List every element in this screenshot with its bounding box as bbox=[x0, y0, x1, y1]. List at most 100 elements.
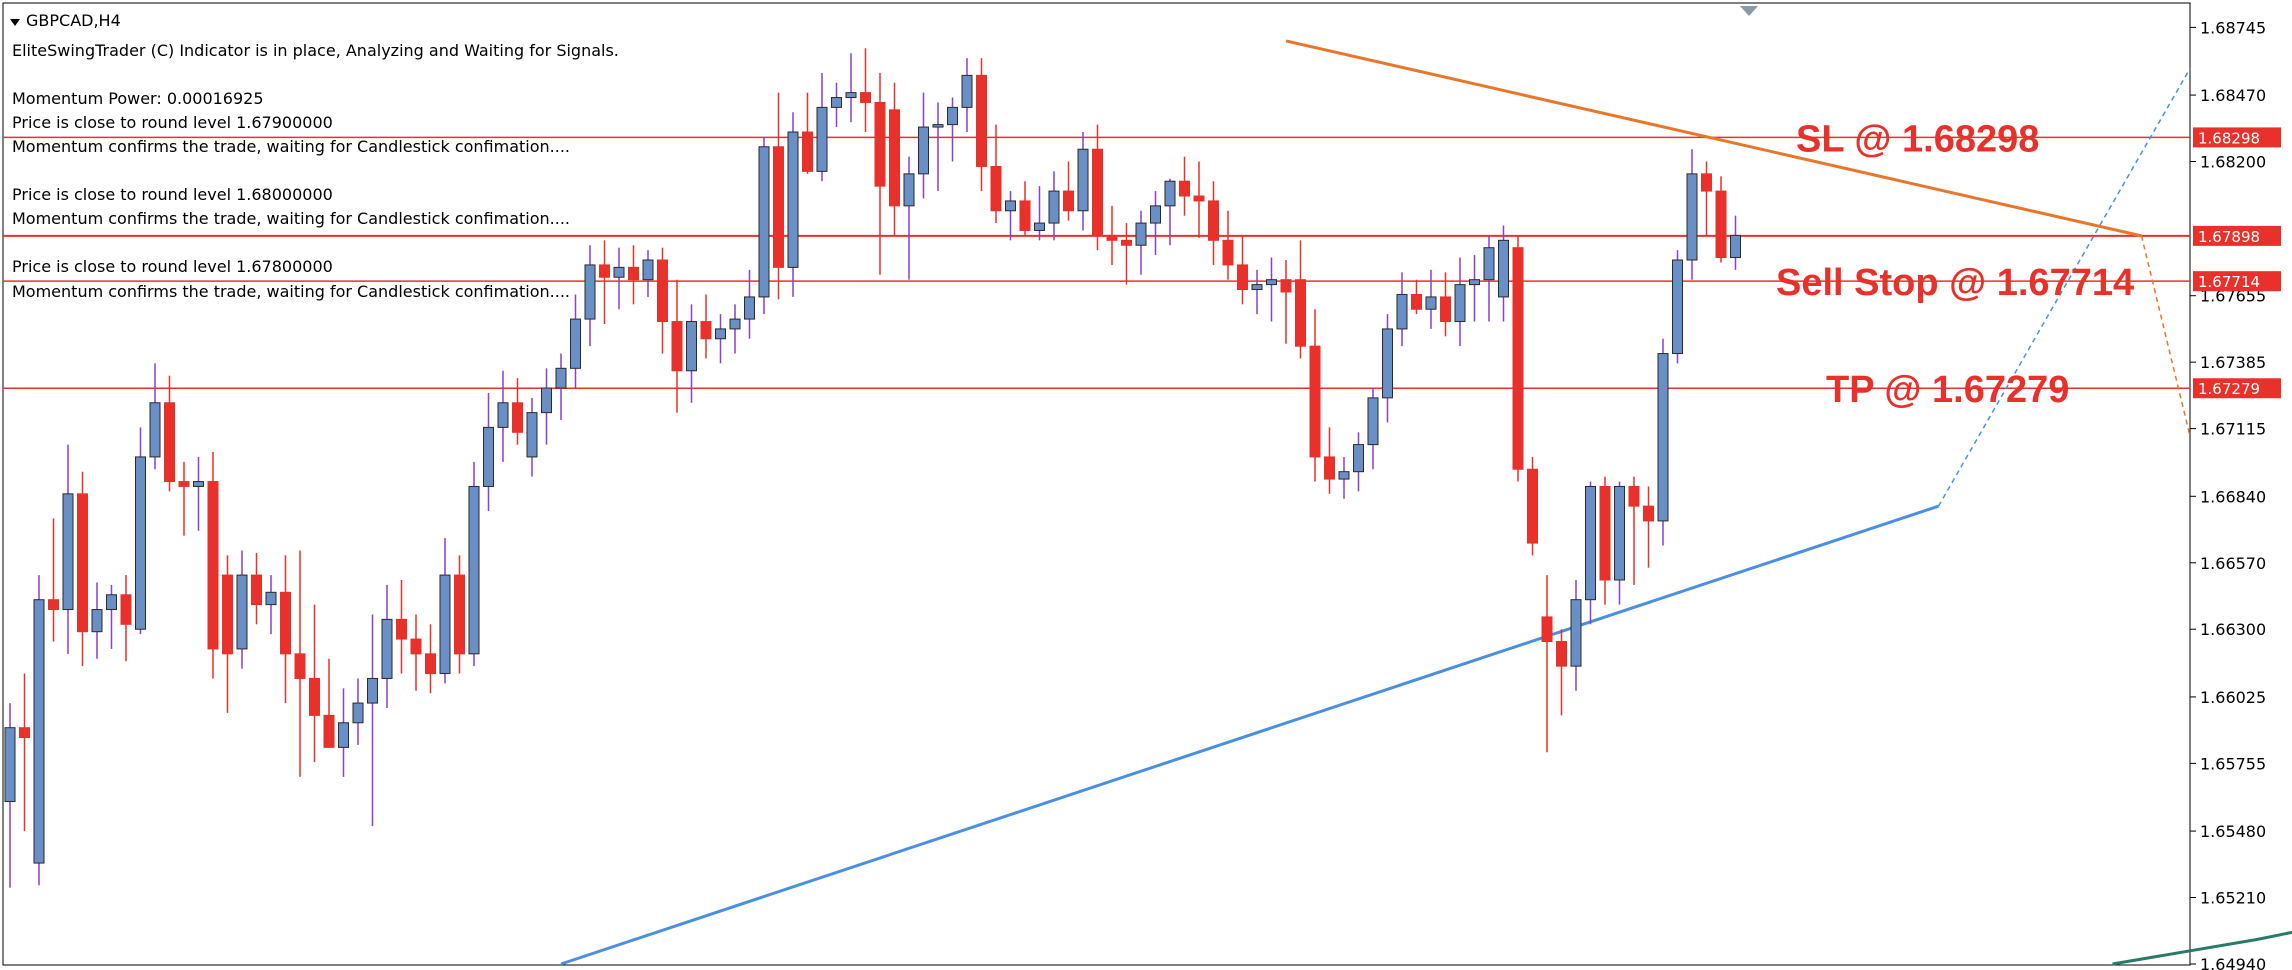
candle-90[interactable] bbox=[1309, 309, 1321, 482]
candle-46[interactable] bbox=[671, 279, 683, 413]
candle-49[interactable] bbox=[715, 314, 726, 364]
candle-31[interactable] bbox=[454, 555, 465, 674]
candle-3[interactable] bbox=[48, 518, 59, 642]
chart-shift-marker-icon[interactable] bbox=[1740, 6, 1758, 16]
candle-59[interactable] bbox=[860, 48, 871, 132]
candle-35[interactable] bbox=[512, 378, 523, 445]
candle-68[interactable] bbox=[990, 124, 1002, 224]
candle-107[interactable] bbox=[1556, 629, 1567, 716]
candle-25[interactable] bbox=[367, 614, 378, 827]
candle-47[interactable] bbox=[686, 304, 697, 403]
candle-16[interactable] bbox=[236, 550, 248, 669]
candle-5[interactable] bbox=[77, 471, 88, 667]
candle-112[interactable] bbox=[1628, 476, 1640, 585]
candle-2[interactable] bbox=[33, 575, 45, 886]
candle-65[interactable] bbox=[947, 97, 958, 162]
candle-88[interactable] bbox=[1280, 260, 1292, 344]
candle-36[interactable] bbox=[526, 397, 538, 477]
candle-108[interactable] bbox=[1570, 580, 1582, 691]
candle-1[interactable] bbox=[19, 673, 30, 832]
candle-60[interactable] bbox=[874, 72, 886, 275]
candle-6[interactable] bbox=[91, 582, 103, 659]
candle-23[interactable] bbox=[338, 688, 349, 777]
candle-76[interactable] bbox=[1106, 205, 1118, 265]
candle-69[interactable] bbox=[1005, 191, 1016, 241]
candle-29[interactable] bbox=[425, 624, 436, 694]
candle-67[interactable] bbox=[976, 58, 987, 192]
dropdown-triangle-icon[interactable] bbox=[10, 19, 20, 26]
candle-63[interactable] bbox=[918, 92, 929, 199]
candle-99[interactable] bbox=[1440, 272, 1451, 337]
candle-9[interactable] bbox=[135, 427, 146, 635]
candle-118[interactable] bbox=[1715, 176, 1727, 263]
candle-30[interactable] bbox=[439, 538, 451, 684]
candle-0[interactable] bbox=[4, 703, 16, 888]
candle-53[interactable] bbox=[773, 92, 784, 300]
resistance-trendline-extension[interactable] bbox=[2140, 235, 2191, 437]
candle-17[interactable] bbox=[251, 552, 262, 625]
candle-33[interactable] bbox=[483, 392, 494, 512]
candle-39[interactable] bbox=[570, 294, 581, 388]
candle-113[interactable] bbox=[1643, 486, 1654, 568]
candle-14[interactable] bbox=[207, 452, 219, 679]
candle-77[interactable] bbox=[1121, 223, 1132, 285]
candle-109[interactable] bbox=[1585, 481, 1596, 625]
candle-7[interactable] bbox=[106, 584, 117, 649]
candle-96[interactable] bbox=[1396, 272, 1408, 347]
candle-114[interactable] bbox=[1657, 338, 1669, 546]
candle-119[interactable] bbox=[1730, 215, 1741, 270]
candle-26[interactable] bbox=[381, 584, 393, 708]
candle-106[interactable] bbox=[1541, 575, 1553, 753]
support-trendline-extension[interactable] bbox=[1937, 68, 2191, 507]
candle-89[interactable] bbox=[1295, 240, 1306, 359]
candle-37[interactable] bbox=[541, 368, 552, 445]
candle-48[interactable] bbox=[700, 294, 712, 359]
candle-50[interactable] bbox=[729, 304, 741, 354]
candle-54[interactable] bbox=[787, 112, 799, 297]
candle-27[interactable] bbox=[396, 580, 407, 674]
candle-111[interactable] bbox=[1614, 481, 1625, 605]
candle-93[interactable] bbox=[1353, 432, 1364, 492]
candle-74[interactable] bbox=[1077, 132, 1089, 231]
candle-21[interactable] bbox=[309, 604, 320, 763]
candle-52[interactable] bbox=[758, 136, 770, 315]
candle-103[interactable] bbox=[1498, 225, 1509, 322]
candle-80[interactable] bbox=[1164, 178, 1176, 246]
candle-8[interactable] bbox=[120, 575, 132, 662]
candle-40[interactable] bbox=[584, 245, 596, 347]
candle-42[interactable] bbox=[613, 247, 625, 310]
candle-57[interactable] bbox=[831, 82, 842, 128]
candle-110[interactable] bbox=[1599, 476, 1611, 605]
candle-86[interactable] bbox=[1251, 269, 1263, 315]
candle-28[interactable] bbox=[410, 614, 422, 691]
candle-100[interactable] bbox=[1454, 257, 1466, 347]
candle-11[interactable] bbox=[164, 375, 175, 492]
resistance-trendline[interactable] bbox=[1285, 39, 2142, 238]
candle-83[interactable] bbox=[1208, 181, 1219, 265]
candle-104[interactable] bbox=[1512, 235, 1524, 482]
candle-4[interactable] bbox=[62, 444, 74, 654]
candle-72[interactable] bbox=[1048, 171, 1060, 241]
candle-84[interactable] bbox=[1222, 210, 1234, 280]
candle-102[interactable] bbox=[1483, 235, 1495, 322]
candle-66[interactable] bbox=[961, 58, 973, 132]
candle-43[interactable] bbox=[628, 245, 639, 305]
candle-15[interactable] bbox=[222, 555, 233, 713]
candle-34[interactable] bbox=[497, 370, 509, 462]
candle-82[interactable] bbox=[1193, 161, 1205, 238]
support-trendline[interactable] bbox=[560, 504, 1939, 966]
candle-70[interactable] bbox=[1019, 181, 1031, 236]
candle-78[interactable] bbox=[1135, 210, 1147, 275]
candle-20[interactable] bbox=[294, 550, 306, 777]
candle-71[interactable] bbox=[1034, 186, 1045, 241]
candle-92[interactable] bbox=[1338, 456, 1350, 499]
candle-64[interactable] bbox=[932, 102, 944, 192]
candle-91[interactable] bbox=[1324, 427, 1335, 494]
candle-41[interactable] bbox=[599, 240, 610, 324]
candle-97[interactable] bbox=[1411, 279, 1422, 315]
candle-45[interactable] bbox=[657, 247, 668, 354]
candle-105[interactable] bbox=[1527, 456, 1538, 556]
candle-18[interactable] bbox=[265, 575, 277, 635]
candle-32[interactable] bbox=[468, 461, 480, 667]
candle-61[interactable] bbox=[889, 82, 900, 236]
